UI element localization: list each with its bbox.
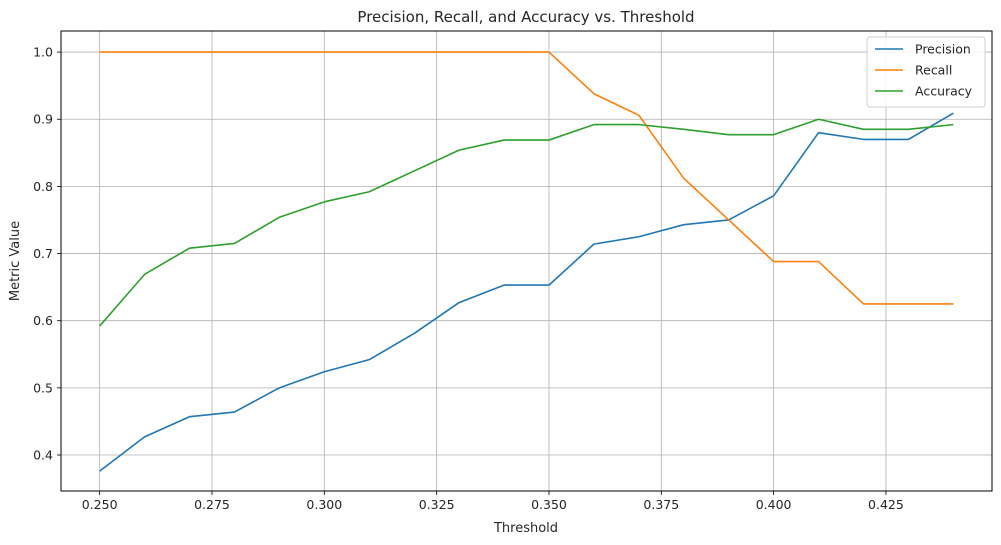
x-tick-label: 0.275	[194, 497, 230, 512]
chart-title: Precision, Recall, and Accuracy vs. Thre…	[357, 8, 694, 26]
legend-label-recall: Recall	[915, 63, 952, 78]
x-axis-title: Threshold	[493, 521, 558, 536]
y-tick-label: 0.5	[33, 380, 53, 395]
series-lines	[99, 51, 954, 472]
y-tick-label: 1.0	[33, 45, 53, 60]
x-tick-label: 0.250	[82, 497, 118, 512]
x-tick-label: 0.375	[643, 497, 679, 512]
y-tick-label: 0.4	[33, 448, 53, 463]
series-line-recall	[99, 51, 954, 305]
series-line-accuracy	[99, 118, 954, 327]
legend: Precision Recall Accuracy	[866, 36, 986, 108]
x-tick-label: 0.425	[868, 497, 904, 512]
y-tick-label: 0.6	[33, 313, 53, 328]
y-axis-title: Metric Value	[8, 221, 23, 301]
x-tick-label: 0.300	[306, 497, 342, 512]
legend-label-precision: Precision	[915, 42, 971, 57]
series-line-precision	[99, 112, 954, 472]
x-axis-ticks: 0.250 0.275 0.300 0.325 0.350 0.375 0.400 0.425	[82, 491, 904, 512]
x-tick-label: 0.350	[531, 497, 567, 512]
x-tick-label: 0.400	[756, 497, 792, 512]
legend-label-accuracy: Accuracy	[915, 84, 973, 99]
x-tick-label: 0.325	[419, 497, 455, 512]
y-tick-label: 0.9	[33, 112, 53, 127]
grid	[61, 31, 992, 491]
legend-box	[866, 36, 986, 108]
y-tick-label: 0.8	[33, 179, 53, 194]
y-tick-label: 0.7	[33, 246, 53, 261]
plot-area-frame	[60, 30, 993, 492]
y-axis-ticks: 0.4 0.5 0.6 0.7 0.8 0.9 1.0	[33, 45, 61, 463]
